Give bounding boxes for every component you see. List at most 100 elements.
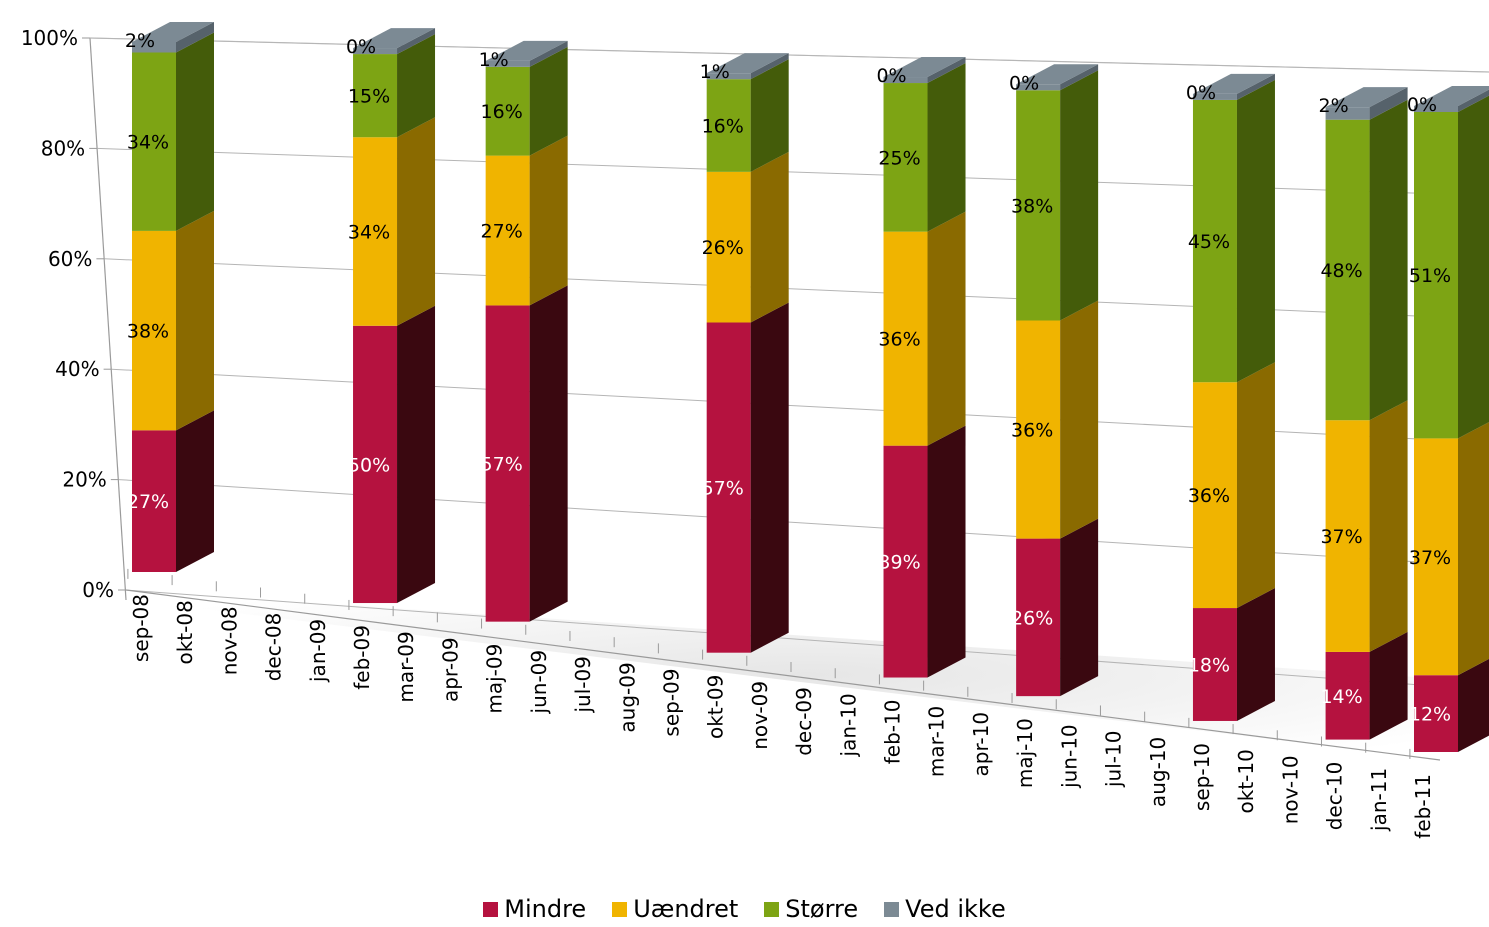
legend-swatch (884, 901, 900, 917)
bar-segment (883, 77, 928, 84)
bar-segment-side (1458, 658, 1489, 752)
data-label: 16% (702, 116, 744, 138)
data-label: 38% (1011, 195, 1053, 217)
bar-segment-side (1458, 422, 1489, 676)
bar-top (1016, 64, 1099, 85)
bar-stack (132, 22, 214, 572)
data-label: 27% (481, 221, 523, 243)
bar-segment (485, 305, 530, 622)
bar-top (1325, 87, 1408, 108)
bar-segment-side (1060, 518, 1099, 697)
bar-segment-side (1236, 362, 1275, 609)
bar-segment (132, 52, 176, 231)
bar-segment-side (1236, 73, 1275, 100)
x-tick-label: feb-09 (350, 625, 374, 690)
data-label: 0% (876, 65, 906, 87)
bar-segment (1016, 84, 1061, 91)
data-label: 36% (1188, 485, 1230, 507)
x-tick-label: nov-08 (217, 606, 241, 675)
bar-segment-side (529, 285, 568, 622)
legend-label: Ved ikke (905, 895, 1006, 923)
data-labels: 27% 38% 34% 2% 50% 34% 15% 0% 57% 27% 16% 1% 57% 26% 1… (125, 30, 1451, 726)
bars (132, 22, 1489, 752)
x-tick-label: sep-08 (129, 594, 153, 662)
bar-segment (1192, 382, 1237, 609)
data-label: 39% (878, 552, 920, 574)
data-label: 1% (479, 49, 509, 71)
bar-segment-side (176, 22, 214, 53)
x-tick-label: jan-09 (306, 619, 330, 683)
data-label: 14% (1320, 686, 1362, 708)
data-label: 0% (1407, 94, 1437, 116)
bar-top (706, 53, 789, 74)
bar-segment-side (1369, 99, 1408, 421)
bar-segment (883, 231, 928, 446)
bar-top (132, 22, 214, 42)
data-label: 36% (1011, 420, 1053, 442)
data-label: 26% (1011, 607, 1053, 629)
bar-segment-side (750, 302, 789, 653)
bar-segment (1192, 93, 1237, 100)
bar-stack (353, 28, 436, 604)
chart-walls (89, 37, 1489, 760)
bar-segment-side (1458, 95, 1489, 439)
x-tick-label: maj-09 (483, 644, 507, 714)
bar-segment (1192, 608, 1237, 721)
x-tick-label: mar-10 (925, 706, 949, 777)
bar-segment-side (397, 34, 436, 138)
bar-segment-side (750, 53, 789, 80)
y-tick-label: 100% (21, 26, 78, 50)
bar-segment-side (176, 210, 214, 431)
legend-label: Uændret (633, 895, 739, 923)
bar-segment (1016, 90, 1061, 321)
legend-item: Mindre (483, 895, 586, 923)
bar-segment (132, 430, 176, 572)
x-tick-label: maj-10 (1013, 718, 1037, 788)
bar-segment (1325, 420, 1370, 652)
x-tick-label: aug-09 (615, 662, 639, 732)
data-label: 37% (1409, 547, 1451, 569)
x-tick-label: jun-09 (527, 650, 551, 715)
bar-segment (132, 230, 176, 431)
bar-stack (1016, 64, 1099, 697)
data-label: 48% (1320, 260, 1362, 282)
bar-segment-side (1060, 70, 1099, 321)
data-label: 37% (1320, 526, 1362, 548)
bar-segment-side (927, 57, 966, 84)
bar-segment-side (176, 32, 214, 231)
bar-stack (1414, 86, 1489, 752)
bar-segment (1325, 651, 1370, 740)
bar-segment-side (1060, 64, 1099, 91)
y-tick-label: 40% (55, 357, 99, 381)
y-axis-line (89, 37, 127, 601)
legend-item: Uændret (612, 895, 738, 923)
bar-segment-side (1369, 631, 1408, 740)
x-tick-label: feb-11 (1411, 774, 1435, 839)
data-label: 36% (878, 329, 920, 351)
data-label: 45% (1188, 231, 1230, 253)
x-tick-label: feb-10 (881, 700, 905, 765)
x-tick-label: dec-09 (792, 687, 816, 756)
bar-segment-side (927, 211, 966, 446)
bar-segment-side (1060, 300, 1099, 539)
gridline (89, 37, 1489, 73)
data-label: 25% (878, 147, 920, 169)
bar-segment (1414, 675, 1458, 752)
x-tick-label: okt-09 (704, 675, 728, 739)
x-tick-label: mar-09 (394, 631, 418, 702)
data-label: 15% (348, 86, 390, 108)
bar-segment-side (529, 46, 568, 156)
bar-stack (883, 57, 966, 678)
bar-segment-side (529, 135, 568, 306)
data-label: 18% (1188, 655, 1230, 677)
bar-segment-side (1369, 400, 1408, 652)
bar-segment (706, 322, 751, 653)
legend-label: Større (785, 895, 859, 923)
bar-stack (706, 53, 789, 653)
y-axis-ticks: 0% 20% 40% 60% 80% 100% (21, 26, 114, 602)
bar-segment-side (1458, 89, 1489, 112)
bar-top (883, 57, 966, 78)
data-label: 57% (481, 454, 523, 476)
bar-segment (485, 66, 530, 156)
bar-segment (706, 79, 751, 172)
